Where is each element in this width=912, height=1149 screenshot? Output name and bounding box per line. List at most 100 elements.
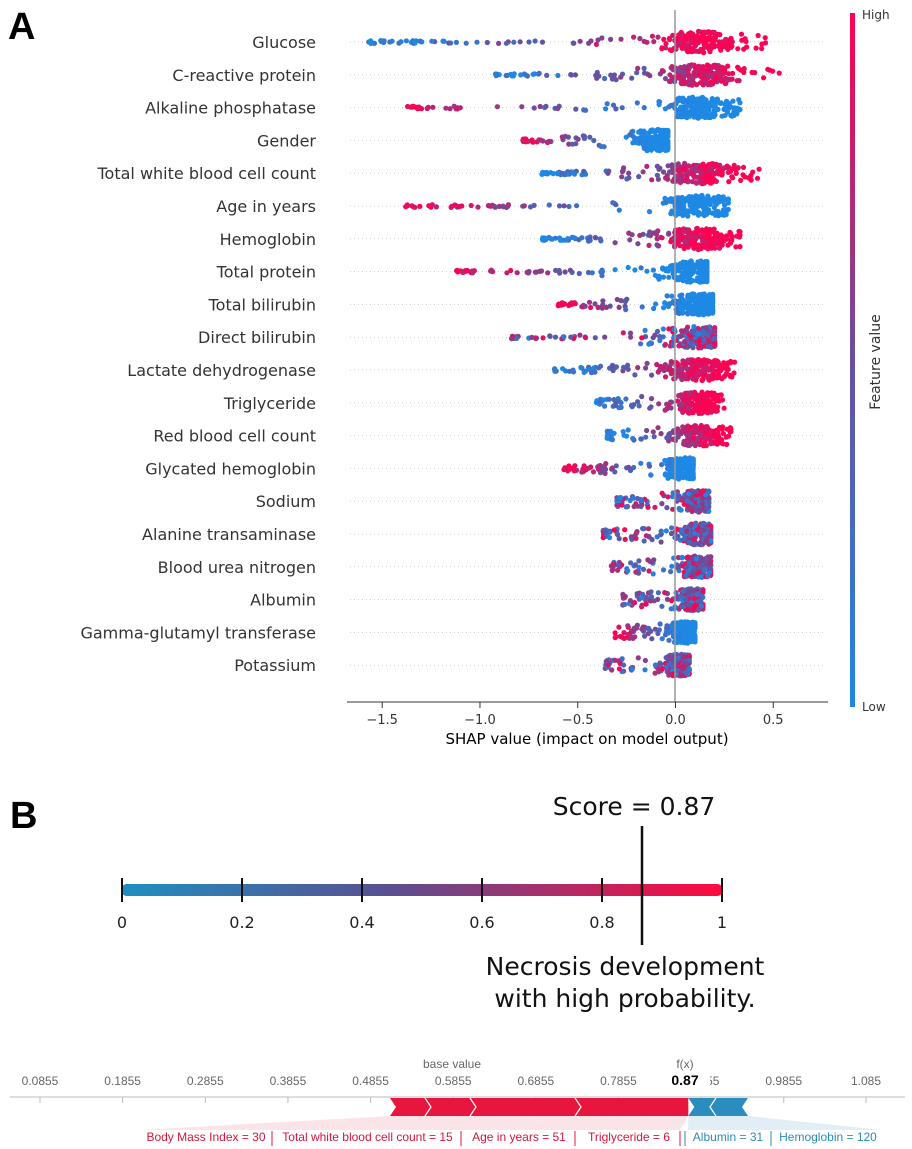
shap-point bbox=[690, 619, 696, 625]
shap-point bbox=[618, 298, 624, 304]
shap-point bbox=[426, 203, 432, 209]
shap-point bbox=[611, 561, 617, 567]
shap-point bbox=[681, 111, 687, 117]
colorbar-low-label: Low bbox=[862, 700, 886, 714]
shap-point bbox=[509, 333, 515, 339]
shap-point bbox=[632, 372, 638, 378]
shap-point bbox=[670, 32, 676, 39]
force-axis-tick-label: 1.085 bbox=[851, 1074, 881, 1088]
shap-point bbox=[736, 234, 743, 240]
shap-point bbox=[710, 303, 716, 309]
shap-point bbox=[599, 305, 605, 311]
shap-point bbox=[695, 174, 701, 180]
shap-point bbox=[695, 397, 701, 403]
shap-point bbox=[691, 324, 697, 330]
shap-point bbox=[693, 109, 699, 115]
shap-point bbox=[645, 130, 651, 137]
shap-point bbox=[654, 534, 660, 540]
shap-point bbox=[685, 405, 691, 411]
shap-point bbox=[583, 335, 589, 341]
shap-point bbox=[679, 428, 686, 434]
shap-point bbox=[679, 194, 685, 201]
shap-point bbox=[617, 494, 624, 501]
shap-point bbox=[654, 147, 660, 153]
shap-point bbox=[726, 433, 732, 439]
shap-point bbox=[679, 554, 685, 560]
shap-point bbox=[623, 134, 629, 140]
shap-point bbox=[619, 656, 625, 662]
shap-point bbox=[618, 74, 624, 80]
shap-point bbox=[658, 363, 664, 369]
shap-point bbox=[675, 67, 681, 73]
shap-point bbox=[630, 435, 636, 442]
shap-point bbox=[753, 45, 759, 51]
shap-point bbox=[709, 38, 715, 44]
shap-point bbox=[662, 300, 668, 306]
shap-point bbox=[719, 172, 725, 178]
shap-point bbox=[713, 73, 719, 79]
force-red-label: Age in years = 51 bbox=[472, 1130, 566, 1144]
feature-label: C-reactive protein bbox=[172, 66, 316, 85]
shap-point bbox=[503, 40, 509, 46]
shap-point bbox=[635, 365, 641, 371]
x-tick-label: −1.5 bbox=[366, 713, 398, 728]
shap-point bbox=[628, 334, 634, 340]
fx-value: 0.87 bbox=[671, 1072, 698, 1088]
shap-point bbox=[713, 211, 719, 217]
shap-point bbox=[463, 40, 469, 46]
shap-point bbox=[653, 301, 659, 307]
shap-point bbox=[621, 364, 627, 370]
shap-point bbox=[649, 636, 655, 642]
shap-point bbox=[563, 368, 569, 374]
shap-point bbox=[531, 202, 537, 208]
shap-point bbox=[693, 103, 699, 109]
shap-point bbox=[640, 169, 646, 175]
shap-point bbox=[726, 179, 732, 185]
shap-point bbox=[641, 105, 647, 111]
shap-point bbox=[648, 147, 654, 153]
shap-point bbox=[704, 270, 710, 276]
shap-point bbox=[640, 526, 646, 532]
shap-point bbox=[685, 213, 691, 219]
shap-point bbox=[716, 245, 723, 251]
shap-point bbox=[514, 335, 520, 341]
shap-point bbox=[653, 137, 660, 143]
shap-point bbox=[719, 39, 725, 45]
shap-point bbox=[705, 344, 711, 350]
shap-point bbox=[661, 305, 667, 311]
shap-point bbox=[685, 179, 691, 185]
shap-point bbox=[685, 439, 691, 445]
shap-point bbox=[690, 238, 696, 244]
shap-point bbox=[690, 465, 696, 471]
shap-point bbox=[704, 62, 710, 68]
shap-point bbox=[646, 568, 652, 574]
shap-point bbox=[552, 334, 559, 340]
shap-point bbox=[727, 168, 734, 174]
shap-point bbox=[648, 589, 654, 595]
shap-point bbox=[700, 588, 706, 595]
shap-point bbox=[716, 372, 722, 379]
feature-label: Total protein bbox=[216, 263, 316, 282]
shap-point bbox=[557, 237, 564, 243]
shap-point bbox=[600, 298, 606, 304]
shap-point bbox=[635, 503, 641, 509]
shap-point bbox=[647, 559, 653, 565]
shap-point bbox=[668, 569, 674, 575]
feature-dots bbox=[405, 94, 743, 121]
shap-point bbox=[687, 533, 693, 539]
shap-point bbox=[468, 202, 474, 209]
shap-point bbox=[701, 50, 707, 56]
shap-point bbox=[680, 409, 686, 415]
shap-point bbox=[641, 65, 647, 71]
feature-label: Total bilirubin bbox=[208, 295, 316, 314]
shap-point bbox=[703, 232, 709, 238]
force-axis-tick-label: 0.5855 bbox=[435, 1074, 472, 1088]
shap-point bbox=[685, 554, 691, 560]
shap-point bbox=[756, 166, 762, 172]
shap-point bbox=[699, 377, 705, 383]
shap-point bbox=[689, 297, 695, 303]
shap-point bbox=[586, 465, 592, 471]
shap-point bbox=[657, 621, 663, 627]
shap-point bbox=[546, 138, 552, 144]
shap-point bbox=[678, 507, 684, 513]
